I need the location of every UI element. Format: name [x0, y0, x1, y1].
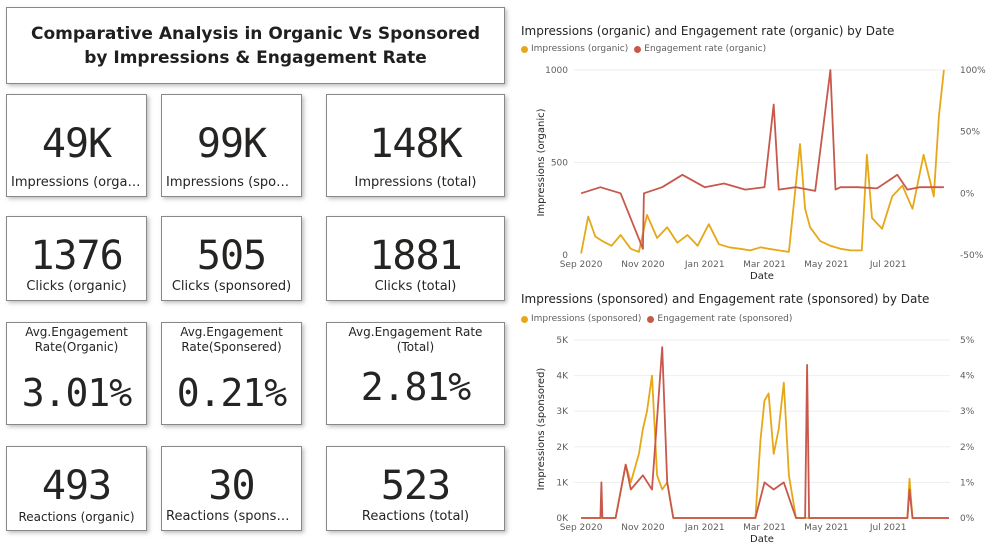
- kpi-label: Impressions (organ...: [11, 175, 142, 190]
- kpi-impressions-sponsored[interactable]: 99K Impressions (sponso...: [161, 94, 302, 197]
- kpi-reactions-sponsored[interactable]: 30 Reactions (sponsor...: [161, 446, 302, 531]
- y-tick-label: 0: [562, 251, 568, 261]
- kpi-reactions-organic[interactable]: 493 Reactions (organic): [6, 446, 147, 531]
- x-tick-label: Sep 2020: [560, 260, 603, 270]
- dashboard-title: Comparative Analysis in Organic Vs Spons…: [31, 23, 480, 68]
- series-line-1: [581, 346, 949, 519]
- x-tick-label: Jan 2021: [684, 523, 725, 533]
- kpi-label: Clicks (total): [374, 279, 457, 294]
- x-tick-label: Mar 2021: [743, 523, 786, 533]
- legend-item[interactable]: Impressions (sponsored): [521, 314, 641, 324]
- kpi-reactions-total[interactable]: 523 Reactions (total): [326, 446, 505, 531]
- kpi-value: 1881: [369, 233, 462, 279]
- x-tick-label: Nov 2020: [621, 260, 665, 270]
- kpi-value: 148K: [369, 121, 462, 167]
- legend-label: Impressions (sponsored): [531, 314, 642, 324]
- x-tick-label: Sep 2020: [560, 523, 603, 533]
- kpi-label: Impressions (sponso...: [166, 175, 297, 190]
- kpi-value: 99K: [196, 121, 267, 167]
- kpi-value: 493: [41, 463, 112, 509]
- y-tick-label: 3K: [556, 407, 569, 417]
- chart-organic[interactable]: 0 500 1000 100% 50% 0% -50% Sep 2020 Nov 2020 Jan…: [518, 60, 988, 285]
- legend-item[interactable]: Engagement rate (organic): [634, 44, 766, 54]
- y-tick-label: 500: [551, 159, 568, 169]
- y2-tick-label: 0%: [960, 514, 975, 524]
- legend-dot-icon: [647, 315, 655, 323]
- y-tick-label: 4K: [556, 372, 569, 382]
- x-tick-label: Mar 2021: [743, 260, 786, 270]
- kpi-impressions-organic[interactable]: 49K Impressions (organ...: [6, 94, 147, 197]
- legend-dot-icon: [521, 315, 528, 323]
- x-tick-label: Jul 2021: [869, 523, 907, 533]
- x-tick-label: Nov 2020: [621, 523, 665, 533]
- x-tick-label: May 2021: [804, 260, 848, 270]
- chart-sponsored[interactable]: 0K 1K 2K 3K 4K 5K 5% 4% 3% 2% 1% 0% Sep 2020 Nov 2020…: [518, 330, 988, 550]
- kpi-value: 2.81%: [360, 365, 471, 409]
- legend-label: Engagement rate (organic): [644, 44, 767, 54]
- y2-tick-label: 0%: [960, 189, 975, 199]
- kpi-engagement-sponsored[interactable]: Avg.Engagement Rate(Sponsered) 0.21%: [161, 322, 302, 425]
- x-tick-label: May 2021: [804, 523, 848, 533]
- kpi-engagement-organic[interactable]: Avg.Engagement Rate(Organic) 3.01%: [6, 322, 147, 425]
- kpi-value: 30: [208, 463, 255, 509]
- kpi-engagement-total[interactable]: Avg.Engagement Rate (Total) 2.81%: [326, 322, 505, 425]
- kpi-value: 1376: [30, 233, 123, 279]
- y-axis-label: Impressions (organic): [536, 108, 547, 216]
- y-tick-label: 1K: [556, 478, 569, 488]
- kpi-value: 523: [380, 463, 451, 509]
- kpi-label: Reactions (total): [361, 509, 470, 524]
- legend-dot-icon: [634, 45, 642, 53]
- kpi-clicks-total[interactable]: 1881 Clicks (total): [326, 216, 505, 301]
- y-tick-label: 2K: [556, 443, 569, 453]
- kpi-value: 505: [196, 233, 267, 279]
- kpi-label: Reactions (sponsor...: [166, 509, 297, 524]
- dashboard-title-card: Comparative Analysis in Organic Vs Spons…: [6, 7, 505, 84]
- legend-item[interactable]: Impressions (organic): [521, 44, 628, 54]
- kpi-clicks-organic[interactable]: 1376 Clicks (organic): [6, 216, 147, 301]
- kpi-label: Avg.Engagement Rate(Sponsered): [180, 325, 283, 354]
- kpi-value: 3.01%: [21, 371, 132, 415]
- kpi-value: 0.21%: [176, 371, 287, 415]
- y-axis-label: Impressions (sponsored): [536, 368, 547, 491]
- chart-organic-title: Impressions (organic) and Engagement rat…: [521, 24, 895, 38]
- x-axis-label: Date: [750, 534, 774, 545]
- legend-dot-icon: [521, 45, 528, 53]
- kpi-label: Impressions (total): [354, 175, 477, 190]
- y2-tick-label: 4%: [960, 372, 975, 382]
- y-tick-label: 1000: [545, 66, 568, 76]
- y2-tick-label: 3%: [960, 407, 975, 417]
- y2-tick-label: -50%: [960, 251, 984, 261]
- x-axis-label: Date: [750, 271, 774, 282]
- y2-tick-label: 1%: [960, 478, 975, 488]
- chart-sponsored-title: Impressions (sponsored) and Engagement r…: [521, 292, 930, 306]
- y-tick-label: 0K: [556, 514, 569, 524]
- y-tick-label: 5K: [556, 336, 569, 346]
- kpi-label: Avg.Engagement Rate(Organic): [25, 325, 128, 354]
- kpi-label: Avg.Engagement Rate (Total): [348, 325, 483, 354]
- series-line-0: [580, 69, 945, 254]
- chart-sponsored-legend: Impressions (sponsored) Engagement rate …: [521, 314, 798, 324]
- kpi-label: Clicks (organic): [26, 279, 127, 294]
- series-line-1: [580, 69, 944, 250]
- legend-label: Engagement rate (sponsored): [657, 314, 793, 324]
- kpi-label: Reactions (organic): [18, 510, 135, 524]
- kpi-clicks-sponsored[interactable]: 505 Clicks (sponsored): [161, 216, 302, 301]
- x-tick-label: Jul 2021: [869, 260, 907, 270]
- chart-organic-legend: Impressions (organic) Engagement rate (o…: [521, 44, 772, 54]
- y2-tick-label: 100%: [960, 66, 986, 76]
- legend-label: Impressions (organic): [531, 44, 629, 54]
- kpi-label: Clicks (sponsored): [171, 279, 292, 294]
- y2-tick-label: 2%: [960, 443, 975, 453]
- x-tick-label: Jan 2021: [684, 260, 725, 270]
- y2-tick-label: 5%: [960, 336, 975, 346]
- legend-item[interactable]: Engagement rate (sponsored): [647, 314, 792, 324]
- kpi-impressions-total[interactable]: 148K Impressions (total): [326, 94, 505, 197]
- y2-tick-label: 50%: [960, 128, 980, 138]
- kpi-value: 49K: [41, 121, 112, 167]
